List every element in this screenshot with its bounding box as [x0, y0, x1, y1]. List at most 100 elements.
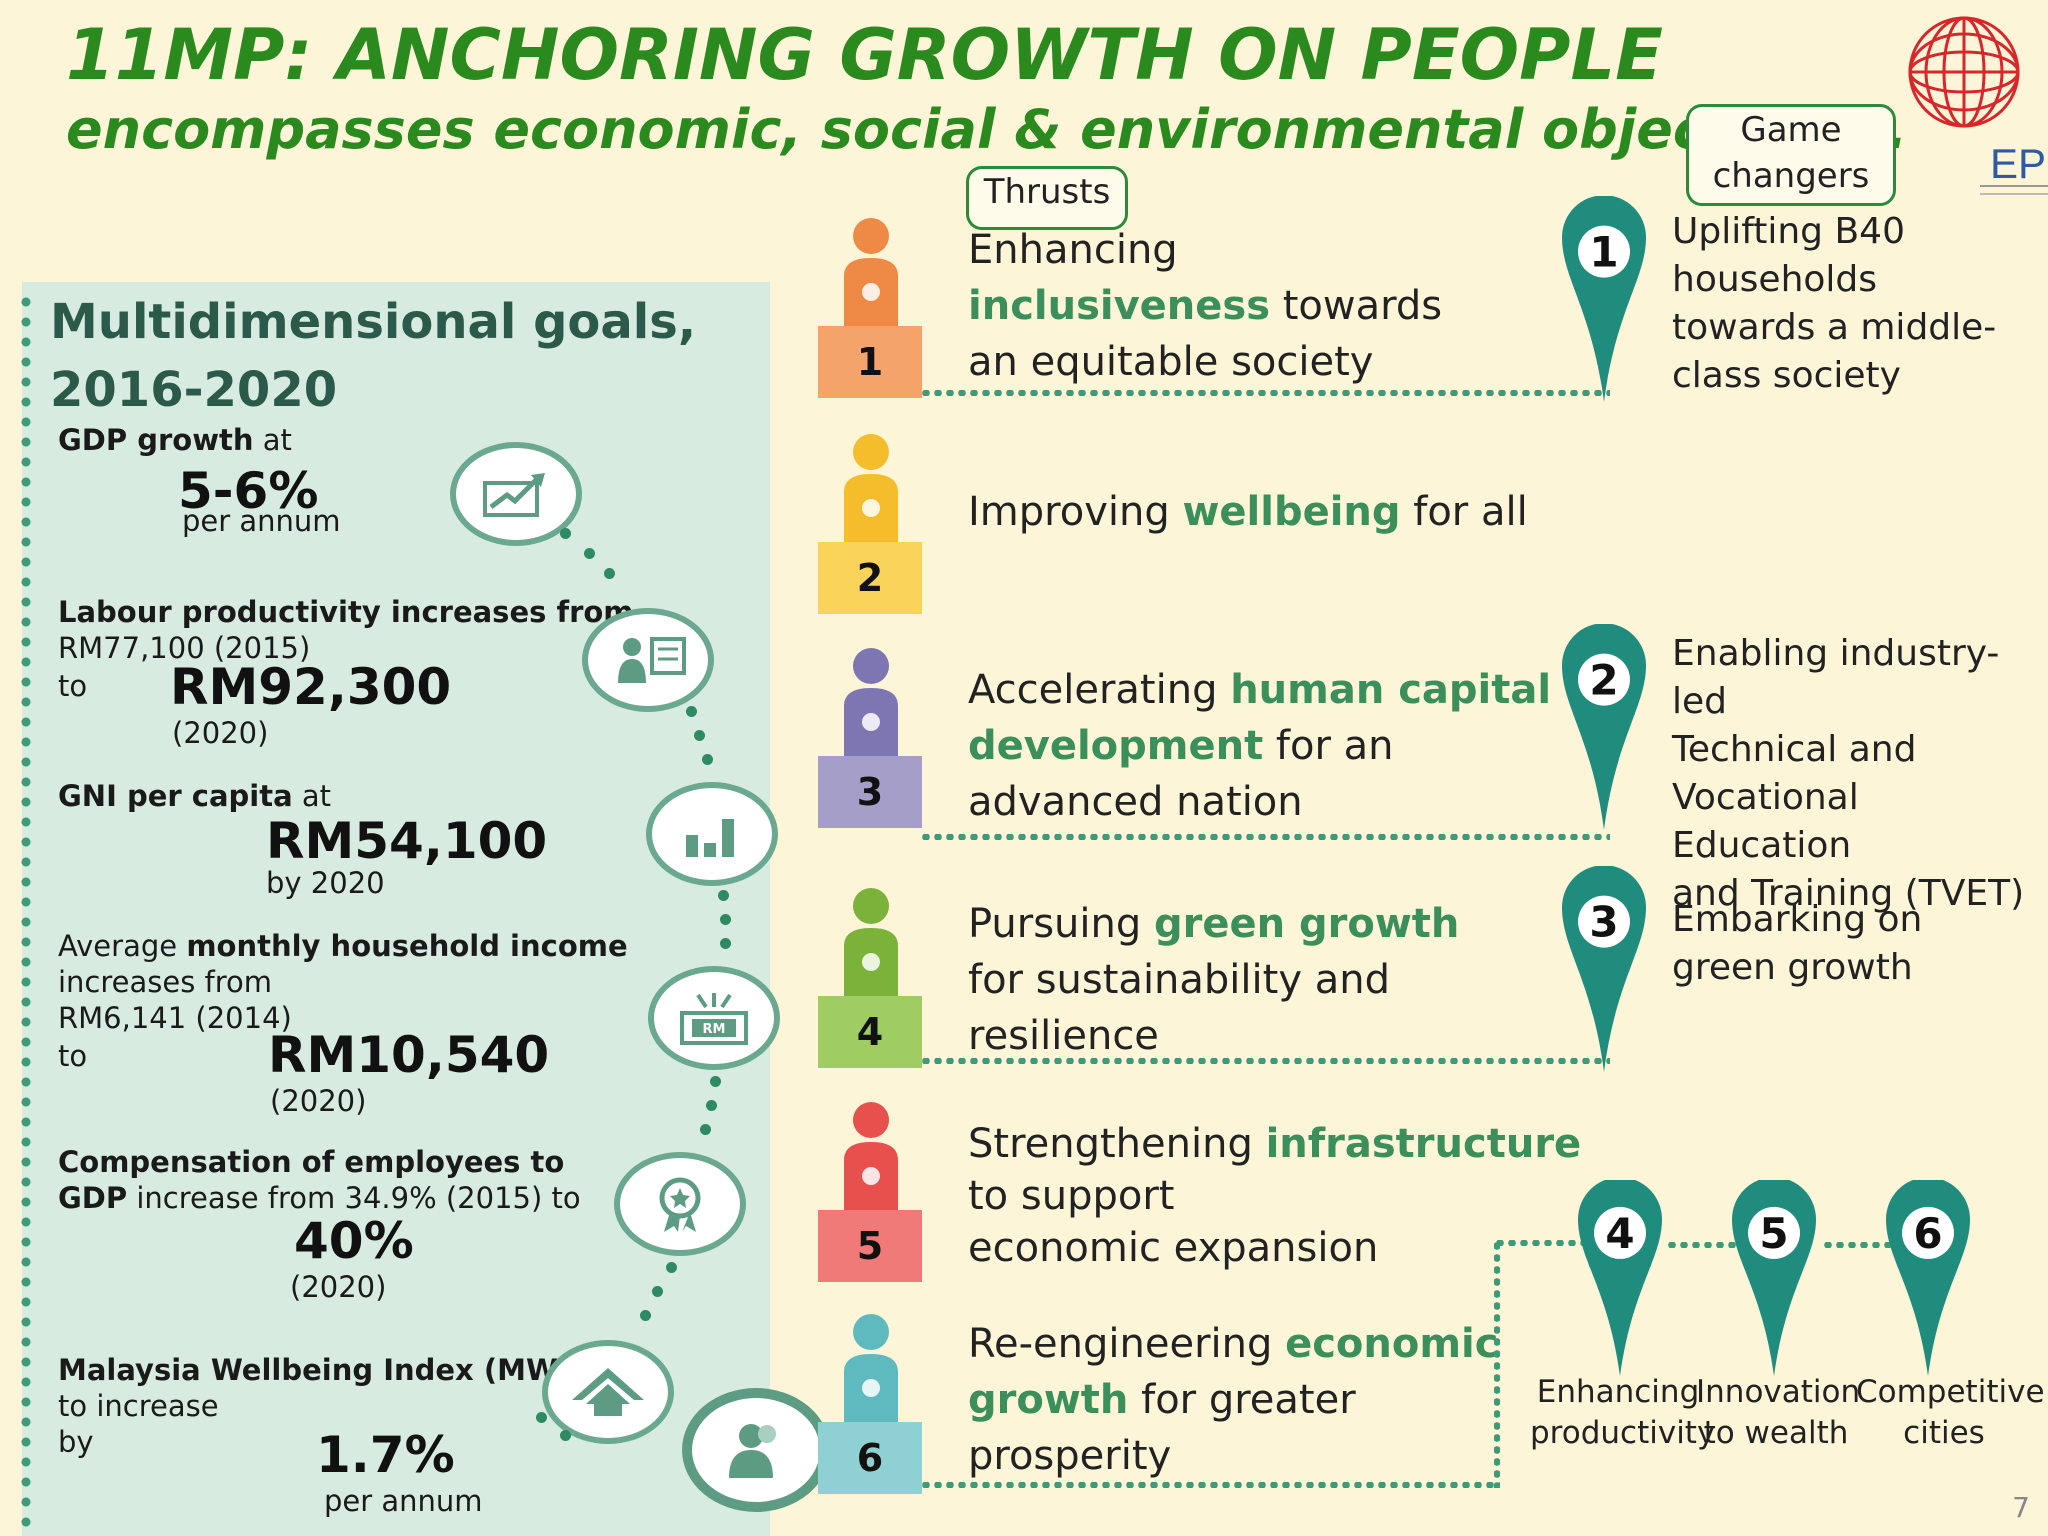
svg-text:RM: RM: [703, 1022, 726, 1037]
game-changer-1-text: Uplifting B40 households towards a middl…: [1672, 211, 1997, 396]
path-dot: [640, 1310, 651, 1321]
svg-text:3: 3: [1589, 898, 1618, 947]
thrust-3-text: Accelerating human capital development f…: [968, 667, 1552, 825]
gdp-value: 5-6%: [178, 462, 319, 520]
connector-5-6: [1822, 1242, 1894, 1248]
logo-text: EPU: [1990, 140, 2048, 187]
thrust-2-text: Improving wellbeing for all: [968, 489, 1528, 535]
connector-6-vertical: [1494, 1240, 1500, 1488]
path-dot: [720, 938, 731, 949]
svg-text:5: 5: [1759, 1209, 1788, 1258]
mwi-value: 1.7%: [316, 1426, 455, 1484]
thrust-1-number: 1: [818, 326, 922, 398]
income-line2: increases from: [58, 965, 273, 999]
gdp-label: GDP growth at: [58, 423, 292, 457]
labour-label: Labour productivity increases from: [58, 595, 634, 629]
game-changer-4-pin-icon: 4: [1578, 1177, 1662, 1376]
gni-value: RM54,100: [266, 812, 548, 870]
path-dot: [584, 548, 595, 559]
game-changer-1-pin-icon: 1: [1562, 195, 1646, 402]
connector-4-5: [1666, 1242, 1740, 1248]
thrust-1-figure-icon: [836, 214, 906, 326]
path-dot: [702, 754, 713, 765]
game-changers-tag: Game changers: [1686, 104, 1896, 206]
svg-text:1: 1: [1589, 228, 1618, 277]
game-changer-2-pin-icon: 2: [1562, 623, 1646, 830]
svg-text:4: 4: [1605, 1209, 1634, 1258]
connector-3: [920, 1058, 1610, 1064]
goals-panel: [22, 282, 770, 1536]
thrust-5-text: Strengthening infrastructure to support …: [968, 1121, 1582, 1271]
epu-logo: EPU: [1880, 10, 2048, 200]
rm-money-icon: RM: [648, 966, 780, 1070]
game-changer-3-pin-icon: 3: [1562, 865, 1646, 1072]
path-dot: [604, 568, 615, 579]
mwi-line2: to increase: [58, 1389, 219, 1423]
thrust-5-number: 5: [818, 1210, 922, 1282]
gni-label: GNI per capita at: [58, 779, 332, 813]
svg-text:6: 6: [1913, 1209, 1942, 1258]
gdp-note: per annum: [182, 504, 341, 538]
comp-line2: GDP increase from 34.9% (2015) to: [58, 1181, 581, 1215]
path-dot: [720, 914, 731, 925]
mwi-note: per annum: [324, 1484, 483, 1518]
house-icon: [542, 1340, 674, 1444]
thrust-3-number: 3: [818, 756, 922, 828]
labour-note: (2020): [172, 716, 269, 750]
income-note: (2020): [270, 1084, 367, 1118]
chart-up-icon: [450, 442, 582, 546]
thrust-6-text: Re-engineering economic growth for great…: [968, 1321, 1499, 1479]
bar-chart-icon: [646, 782, 778, 886]
page-number: 7: [2012, 1491, 2030, 1524]
svg-text:2: 2: [1589, 656, 1618, 705]
thrust-6-figure-icon: [836, 1310, 906, 1422]
path-dot: [536, 1412, 547, 1423]
gni-note: by 2020: [266, 866, 385, 900]
game-changer-5-pin-icon: 5: [1732, 1177, 1816, 1376]
thrust-6-number: 6: [818, 1422, 922, 1494]
path-dot: [710, 1076, 721, 1087]
path-dot: [652, 1286, 663, 1297]
income-value: RM10,540: [268, 1026, 550, 1084]
path-dot: [706, 1100, 717, 1111]
game-changer-6-pin-icon: 6: [1886, 1177, 1970, 1376]
award-badge-icon: [614, 1152, 746, 1256]
game-changer-5-text: Innovation to wealth: [1696, 1374, 1861, 1451]
thrust-4-number: 4: [818, 996, 922, 1068]
goals-title: Multidimensional goals, 2016-2020: [50, 294, 697, 418]
thrust-4-text: Pursuing green growth for sustainability…: [968, 901, 1460, 1059]
path-dot: [560, 1430, 571, 1441]
person-icon: [682, 1388, 830, 1512]
thrust-3-figure-icon: [836, 644, 906, 756]
path-dot: [700, 1124, 711, 1135]
presenter-icon: [582, 608, 714, 712]
thrusts-tag: Thrusts: [966, 166, 1128, 230]
thrust-4-figure-icon: [836, 884, 906, 996]
connector-4-lead: [1494, 1240, 1604, 1246]
income-to: to: [58, 1039, 88, 1073]
path-dot: [718, 890, 729, 901]
income-label: Average monthly household income: [58, 929, 628, 963]
labour-value: RM92,300: [170, 658, 452, 716]
connector-2: [920, 834, 1610, 840]
page-subtitle: encompasses economic, social & environme…: [66, 98, 1908, 161]
connector-1: [920, 390, 1610, 396]
thrust-5-figure-icon: [836, 1098, 906, 1210]
game-changer-4-text: Enhancing productivity: [1530, 1374, 1716, 1451]
panel-dotted-border: [20, 292, 32, 1532]
game-changer-2-text: Enabling industry-led Technical and Voca…: [1672, 633, 2025, 914]
thrust-2-figure-icon: [836, 430, 906, 542]
mwi-by: by: [58, 1425, 94, 1459]
game-changer-6-text: Competitive cities: [1856, 1374, 2045, 1451]
thrust-1-text: Enhancing inclusiveness towards an equit…: [968, 227, 1443, 385]
comp-value: 40%: [294, 1212, 414, 1270]
thrust-2-number: 2: [818, 542, 922, 614]
game-changer-3-text: Embarking on green growth: [1672, 899, 1923, 988]
comp-label: Compensation of employees to: [58, 1145, 565, 1179]
mwi-label: Malaysia Wellbeing Index (MWI): [58, 1353, 582, 1387]
path-dot: [694, 730, 705, 741]
labour-baseline: RM77,100 (2015): [58, 631, 311, 665]
connector-6: [920, 1482, 1500, 1488]
comp-note: (2020): [290, 1270, 387, 1304]
page-title: 11MP: ANCHORING GROWTH ON PEOPLE: [66, 14, 1663, 96]
